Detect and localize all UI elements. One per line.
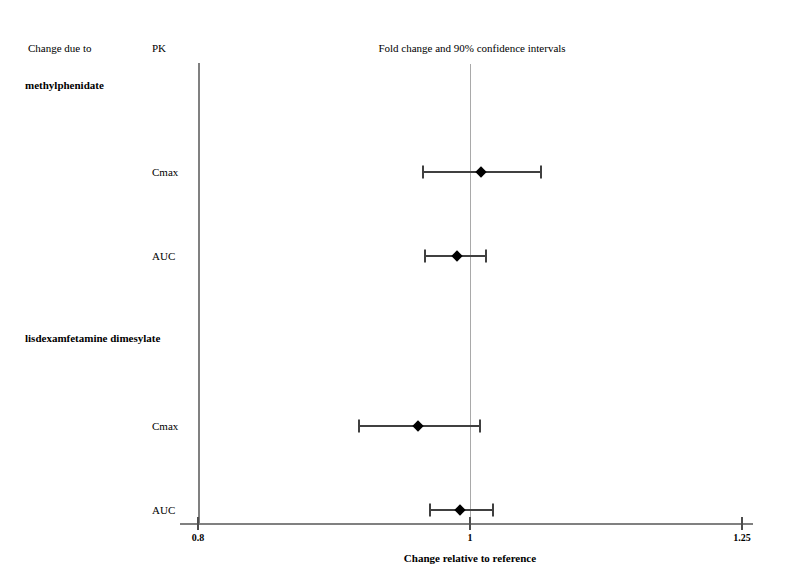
y-axis-line — [198, 63, 200, 525]
reference-line — [470, 64, 471, 524]
ci-upper-cap — [492, 504, 494, 517]
x-tick-label: 0.8 — [192, 532, 205, 543]
x-axis-line — [180, 523, 753, 525]
point-estimate-diamond — [412, 420, 423, 431]
row-label-pk: AUC — [152, 503, 175, 517]
group-label: methylphenidate — [25, 78, 104, 92]
forest-plot: Change due to PK Fold change and 90% con… — [0, 0, 808, 575]
x-tick — [741, 517, 743, 530]
chart-title: Fold change and 90% confidence intervals — [378, 41, 565, 55]
ci-upper-cap — [485, 250, 487, 263]
ci-lower-cap — [422, 166, 424, 179]
ci-lower-cap — [429, 504, 431, 517]
point-estimate-diamond — [455, 504, 466, 515]
column-header-change-due-to: Change due to — [28, 41, 92, 55]
row-label-pk: Cmax — [152, 419, 178, 433]
column-header-pk: PK — [152, 41, 166, 55]
row-label-pk: AUC — [152, 249, 175, 263]
point-estimate-diamond — [451, 250, 462, 261]
x-tick-label: 1 — [468, 532, 473, 543]
ci-upper-cap — [540, 166, 542, 179]
row-label-pk: Cmax — [152, 165, 178, 179]
x-tick-label: 1.25 — [733, 532, 751, 543]
ci-lower-cap — [424, 250, 426, 263]
group-label: lisdexamfetamine dimesylate — [25, 331, 160, 345]
ci-upper-cap — [479, 420, 481, 433]
ci-lower-cap — [358, 420, 360, 433]
point-estimate-diamond — [475, 166, 486, 177]
x-tick — [469, 517, 471, 530]
x-axis-title: Change relative to reference — [404, 551, 536, 565]
x-tick — [197, 517, 199, 530]
